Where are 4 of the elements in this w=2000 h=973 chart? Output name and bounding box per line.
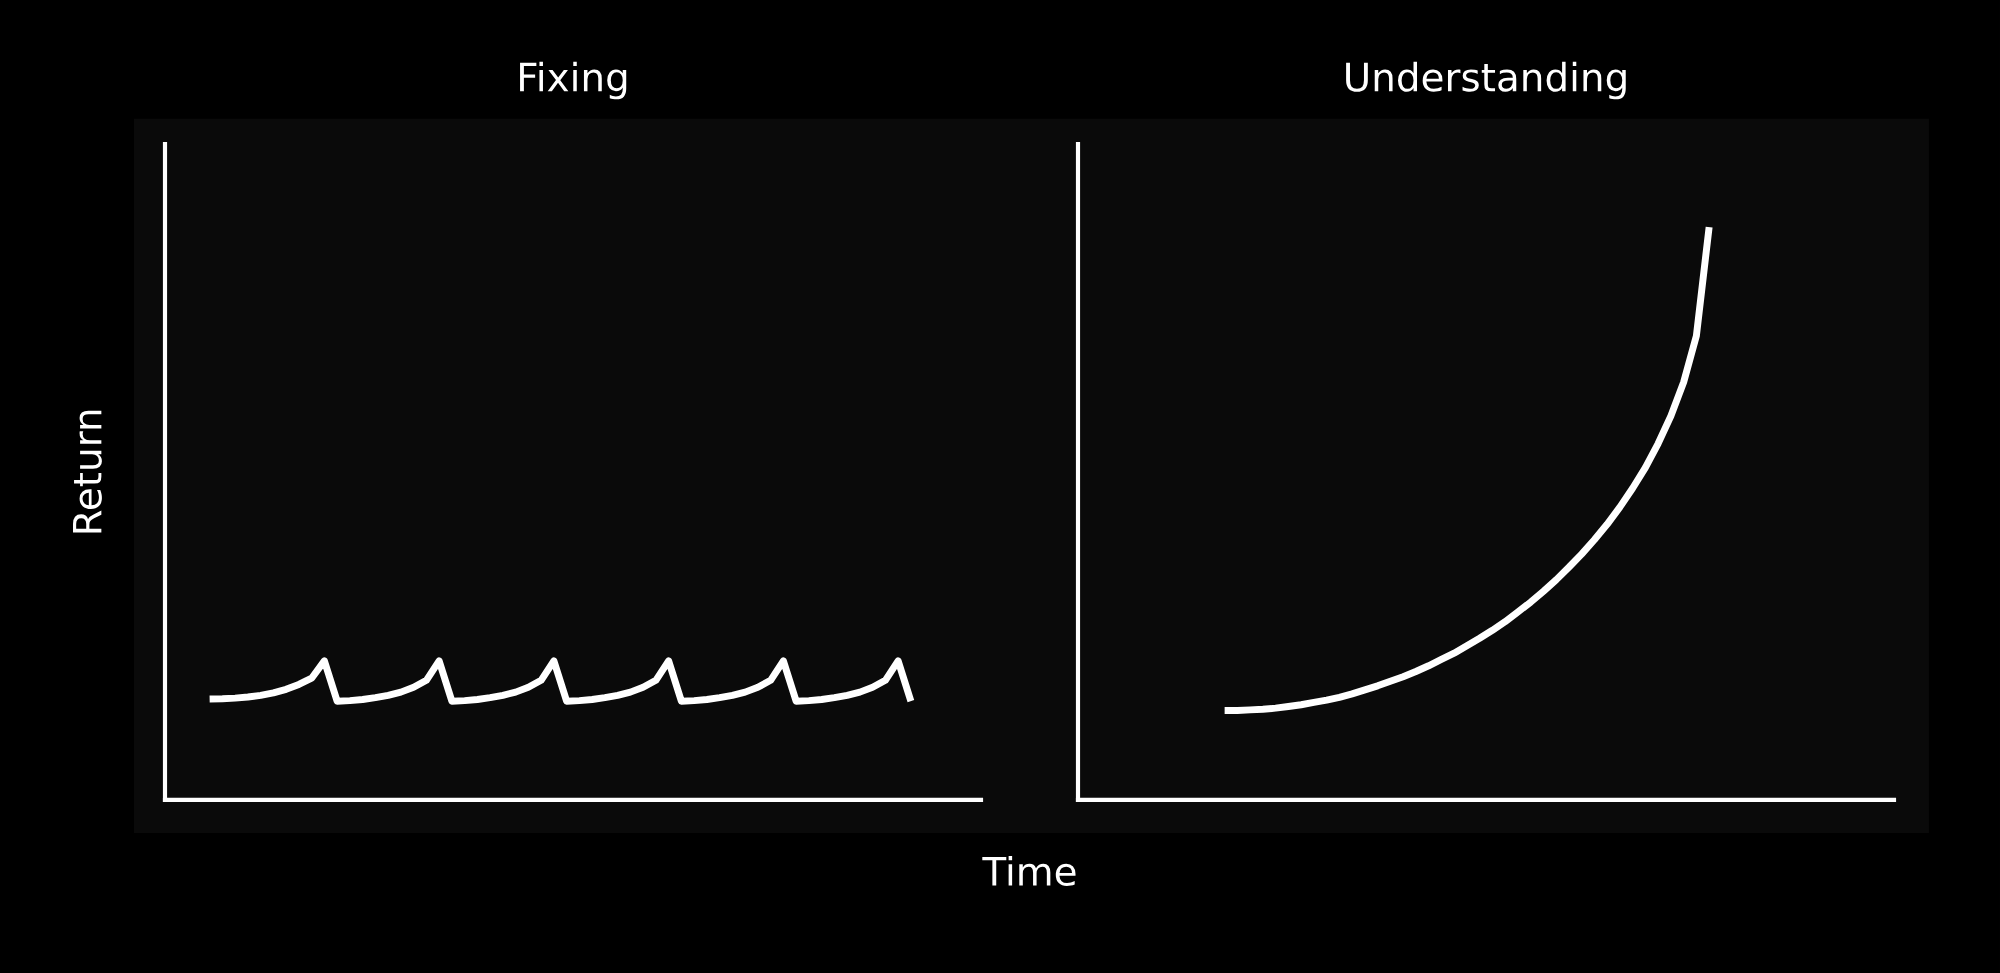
- y-axis-title: Return: [73, 410, 102, 533]
- chart-title: Understanding: [1346, 61, 1626, 100]
- chart-title: Fixing: [520, 61, 627, 100]
- x-axis-title: Time: [982, 855, 1076, 887]
